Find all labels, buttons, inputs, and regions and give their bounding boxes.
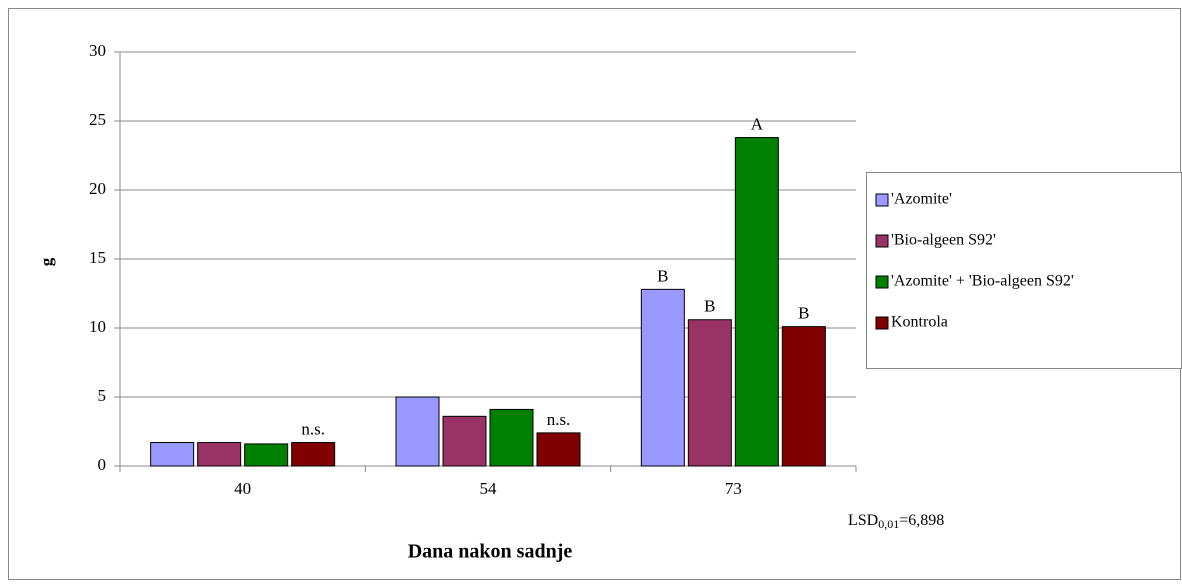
bar — [244, 443, 289, 467]
note-text: LSD — [848, 512, 878, 529]
bar — [734, 137, 779, 467]
y-tick-label: 5 — [98, 386, 107, 405]
y-tick-label: 10 — [89, 317, 106, 336]
legend-swatch — [875, 193, 889, 207]
annotation: n.s. — [547, 410, 571, 429]
legend-label: 'Azomite' — [891, 191, 952, 208]
legend-label: 'Bio-algeen S92' — [891, 232, 996, 249]
x-tick-label: 73 — [725, 479, 742, 498]
y-tick-label: 30 — [89, 41, 106, 60]
legend-swatch — [875, 275, 889, 289]
bar — [687, 319, 732, 467]
y-tick-label: 0 — [98, 455, 107, 474]
annotation: B — [704, 297, 715, 316]
y-tick-label: 15 — [89, 248, 106, 267]
y-tick-label: 25 — [89, 110, 106, 129]
legend-box — [866, 172, 1182, 369]
legend-swatch — [875, 234, 889, 248]
note: LSD0,01=6,898 — [848, 512, 944, 531]
x-tick-label: 40 — [234, 479, 251, 498]
bar — [150, 442, 195, 467]
legend-label: Kontrola — [891, 314, 948, 331]
y-tick-label: 20 — [89, 179, 106, 198]
bar — [442, 415, 487, 467]
bar — [640, 288, 685, 467]
annotation: n.s. — [301, 419, 325, 438]
annotation: B — [657, 266, 668, 285]
bar — [536, 432, 581, 467]
note-rest: =6,898 — [899, 512, 944, 529]
bar — [197, 442, 242, 467]
bar — [291, 442, 336, 467]
bar — [395, 396, 440, 467]
annotation: B — [798, 304, 809, 323]
legend-swatch — [875, 316, 889, 330]
note-sub: 0,01 — [878, 517, 899, 531]
y-axis-title: g — [37, 257, 56, 266]
x-axis-title: Dana nakon sadnje — [408, 541, 573, 563]
legend-label: 'Azomite' + 'Bio-algeen S92' — [891, 273, 1074, 290]
bar — [489, 408, 534, 467]
x-tick-label: 54 — [480, 479, 498, 498]
annotation: A — [751, 114, 764, 133]
bar — [781, 326, 826, 467]
